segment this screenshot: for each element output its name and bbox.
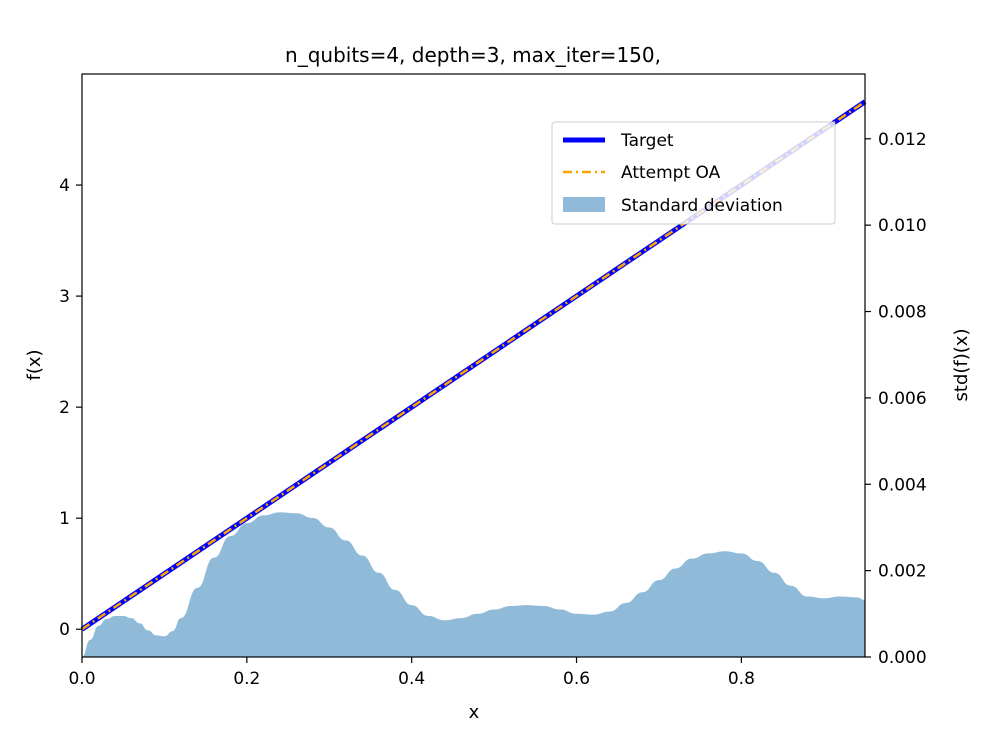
y-axis-ticks: 0 1 2 3 4 bbox=[59, 176, 82, 640]
legend: Target Attempt OA Standard deviation bbox=[551, 121, 836, 225]
legend-label-standard-deviation: Standard deviation bbox=[621, 196, 783, 216]
y-tick-label: 1 bbox=[59, 509, 70, 529]
y-tick-label: 4 bbox=[59, 176, 70, 196]
y2-axis-ticks: 0.000 0.002 0.004 0.006 0.008 0.010 0.012 bbox=[865, 130, 927, 668]
y-tick-label: 3 bbox=[59, 287, 70, 307]
legend-label-target: Target bbox=[620, 131, 674, 151]
y2-tick-label: 0.008 bbox=[878, 303, 927, 323]
y2-tick-label: 0.000 bbox=[878, 648, 927, 668]
x-tick-label: 0.8 bbox=[728, 669, 755, 689]
y2-tick-label: 0.012 bbox=[878, 130, 927, 150]
plot-frame bbox=[81, 73, 866, 658]
x-tick-label: 0.2 bbox=[233, 669, 260, 689]
y2-tick-label: 0.010 bbox=[878, 216, 927, 236]
x-tick-label: 0.4 bbox=[398, 669, 425, 689]
legend-swatch-standard-deviation bbox=[563, 197, 605, 212]
x-tick-label: 0.6 bbox=[563, 669, 590, 689]
y2-tick-label: 0.006 bbox=[878, 389, 927, 409]
y-axis-label: f(x) bbox=[24, 349, 45, 380]
x-tick-label: 0.0 bbox=[68, 669, 95, 689]
x-axis-ticks: 0.0 0.2 0.4 0.6 0.8 bbox=[68, 657, 755, 689]
y-tick-label: 0 bbox=[59, 620, 70, 640]
y2-tick-label: 0.004 bbox=[878, 475, 927, 495]
std-area bbox=[82, 512, 865, 657]
legend-label-attempt-oa: Attempt OA bbox=[621, 163, 721, 183]
y-tick-label: 2 bbox=[59, 398, 70, 418]
chart-title: n_qubits=4, depth=3, max_iter=150, bbox=[285, 43, 661, 67]
x-axis-label: x bbox=[469, 702, 480, 723]
y2-axis-label: std(f)(x) bbox=[951, 329, 972, 402]
std-layer bbox=[82, 512, 865, 657]
legend-box bbox=[551, 121, 836, 225]
y2-tick-label: 0.002 bbox=[878, 562, 927, 582]
